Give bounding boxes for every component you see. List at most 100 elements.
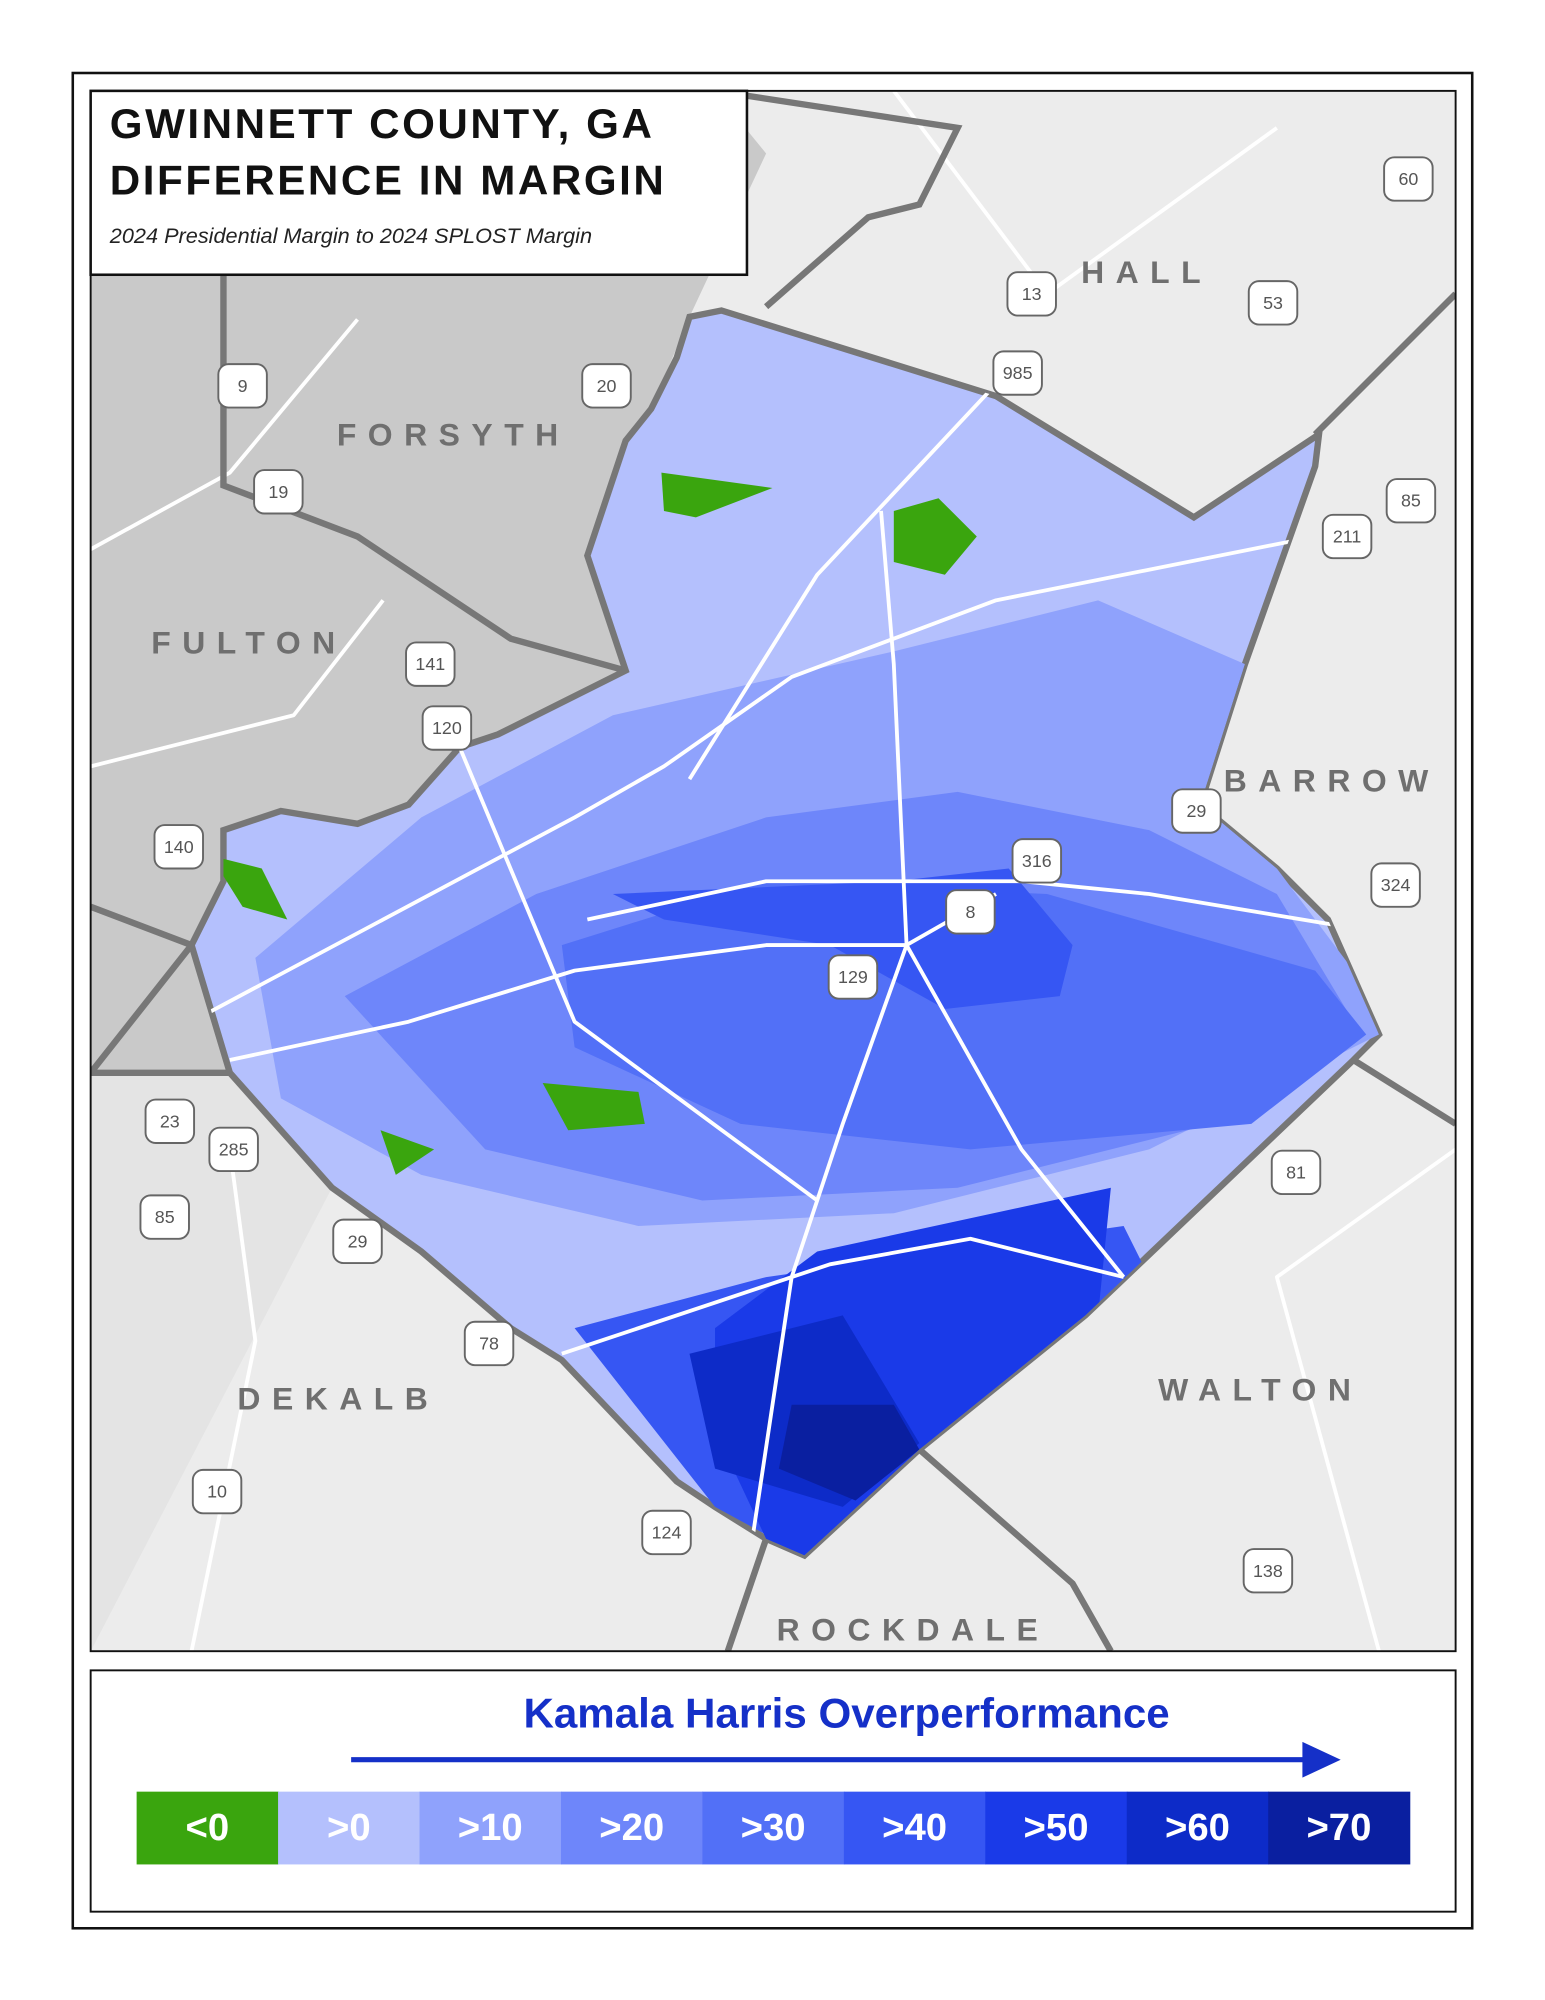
shield-outline xyxy=(153,824,204,870)
highway-label: 53 xyxy=(1263,293,1283,313)
legend-swatch xyxy=(843,1791,986,1865)
precinct-area xyxy=(661,472,773,518)
road xyxy=(191,534,1316,1024)
highway-label: 20 xyxy=(597,376,617,396)
highway-label: 13 xyxy=(1022,284,1042,304)
county-border xyxy=(917,1447,1114,1652)
road xyxy=(90,318,359,551)
shield-outline xyxy=(1385,478,1437,524)
county-label: WALTON xyxy=(1158,1371,1362,1407)
county-border xyxy=(90,903,230,1076)
county-border xyxy=(220,90,627,674)
legend-arrowhead xyxy=(1302,1741,1341,1778)
highway-label: 10 xyxy=(207,1482,227,1502)
highway-shield: 10 xyxy=(191,1468,243,1515)
road xyxy=(879,510,909,946)
road xyxy=(90,599,385,769)
highway-shield: 324 xyxy=(1370,862,1421,908)
gwinnett xyxy=(188,307,1383,1560)
shield-outline xyxy=(1171,788,1222,834)
legend-label: >70 xyxy=(1306,1806,1371,1849)
shield-outline xyxy=(641,1509,692,1556)
highway-label: 85 xyxy=(155,1207,175,1227)
highway-shield: 985 xyxy=(992,350,1043,396)
county-border xyxy=(1351,1057,1456,1127)
legend-swatch xyxy=(1126,1791,1269,1865)
shield-outline xyxy=(581,363,632,409)
title-line: GWINNETT COUNTY, GA xyxy=(110,100,655,147)
legend-swatch xyxy=(278,1791,421,1865)
precinct-area xyxy=(778,1404,920,1501)
highway-label: 81 xyxy=(1286,1162,1306,1182)
shield-outline xyxy=(1370,862,1421,908)
highway-label: 85 xyxy=(1401,491,1421,511)
highway-label: 985 xyxy=(1003,363,1033,383)
shield-outline xyxy=(191,1468,243,1515)
county-border xyxy=(1312,291,1456,437)
shield-outline xyxy=(945,889,996,935)
shield-outline xyxy=(992,350,1043,396)
legend-label: >20 xyxy=(599,1806,664,1849)
highway-shield: 29 xyxy=(332,1218,383,1264)
county-label: DEKALB xyxy=(237,1380,439,1416)
highway-shield: 141 xyxy=(405,641,456,687)
shield-outline xyxy=(1321,513,1373,560)
shield-outline xyxy=(405,641,456,687)
highway-label: 78 xyxy=(479,1333,499,1353)
road xyxy=(586,879,1380,947)
highway-shield: 23 xyxy=(144,1098,196,1144)
legend-label: >0 xyxy=(327,1806,371,1849)
legend-swatch xyxy=(1268,1791,1411,1865)
shield-outline xyxy=(332,1218,383,1264)
highway-label: 129 xyxy=(838,967,868,987)
highway-label: 211 xyxy=(1333,526,1362,546)
highway-label: 8 xyxy=(965,902,975,922)
precinct-area xyxy=(542,1082,645,1131)
highway-shield: 20 xyxy=(581,363,632,409)
shield-outline xyxy=(144,1098,196,1144)
title-background xyxy=(89,89,749,277)
legend: Kamala Harris Overperformance <0 >0 >10 >20… xyxy=(89,1669,1457,1913)
highway-shield: 129 xyxy=(827,954,879,1000)
road xyxy=(904,944,1126,1279)
road xyxy=(561,1236,1125,1356)
legend-label: >30 xyxy=(741,1806,806,1849)
highway-shield: 8 xyxy=(945,889,996,935)
highway-label: 324 xyxy=(1381,875,1411,895)
legend-label: >10 xyxy=(458,1806,523,1849)
legend-swatch xyxy=(985,1791,1128,1865)
highway-shield: 78 xyxy=(463,1320,515,1367)
legend-swatch xyxy=(560,1791,704,1865)
legend-frame xyxy=(89,1669,1457,1913)
highway-label: 140 xyxy=(164,837,194,857)
shield-outline xyxy=(463,1320,515,1367)
highway-shield: 19 xyxy=(253,469,304,515)
legend-swatch xyxy=(702,1791,845,1865)
precinct-area xyxy=(210,855,288,920)
county-label: BARROW xyxy=(1224,762,1440,798)
highway-label: 124 xyxy=(652,1522,682,1542)
legend-label: >40 xyxy=(882,1806,947,1849)
highway-label: 29 xyxy=(348,1231,368,1251)
highway-shield: 285 xyxy=(208,1126,259,1173)
legend-label: <0 xyxy=(186,1806,230,1849)
county-label: ROCKDALE xyxy=(777,1611,1050,1647)
shield-outline xyxy=(217,363,268,409)
shield-outline xyxy=(1006,271,1057,317)
shield-outline xyxy=(1242,1548,1294,1594)
shield-outline xyxy=(139,1194,190,1240)
highway-shield: 138 xyxy=(1242,1548,1294,1594)
county-label: HALL xyxy=(1081,254,1212,290)
legend-label: >50 xyxy=(1024,1806,1089,1849)
precinct-area xyxy=(561,881,1367,1150)
county-label: FORSYTH xyxy=(337,416,570,452)
highway-label: 29 xyxy=(1186,801,1206,821)
subtitle: 2024 Presidential Margin to 2024 SPLOST … xyxy=(109,223,592,248)
shield-outline xyxy=(421,705,473,751)
legend-label: >60 xyxy=(1165,1806,1230,1849)
shield-outline xyxy=(827,954,879,1000)
shield-outline xyxy=(208,1126,259,1173)
highway-shield: 85 xyxy=(139,1194,190,1240)
